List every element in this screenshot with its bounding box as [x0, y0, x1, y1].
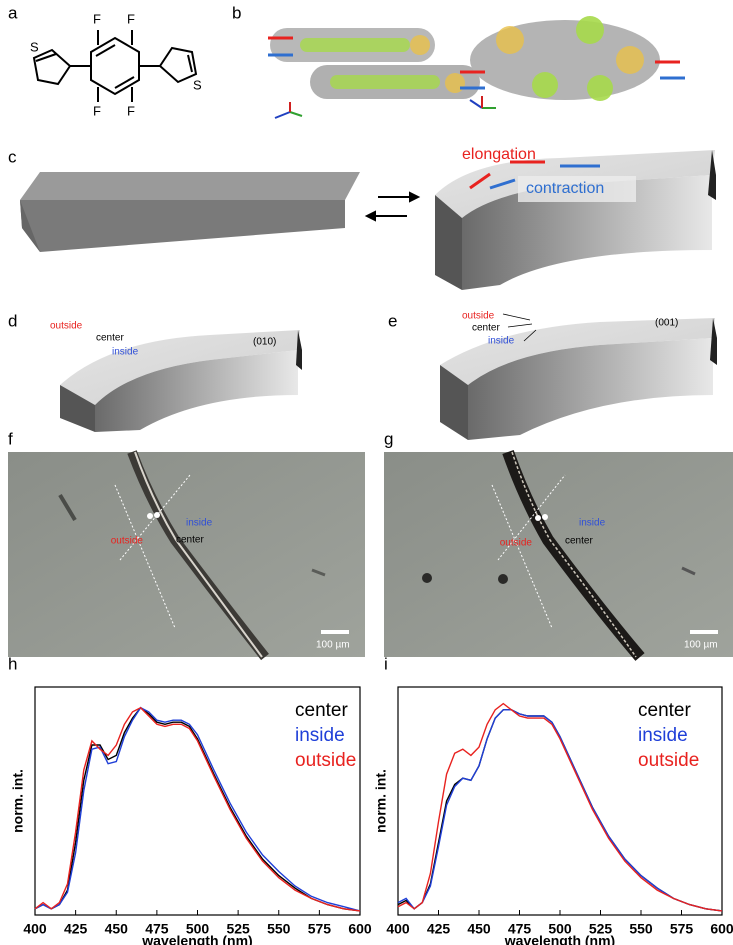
- atom-label: F: [93, 11, 101, 26]
- inside-label: inside: [488, 336, 515, 347]
- spectrum-line: [397, 702, 723, 912]
- micrograph: [384, 449, 733, 661]
- molecule: [32, 30, 198, 102]
- panel-label: e: [388, 311, 397, 330]
- outside-label: outside: [50, 321, 83, 332]
- outside-label: outside: [462, 311, 495, 322]
- atom-label: S: [193, 77, 202, 92]
- x-tick-label: 475: [145, 921, 169, 937]
- center-label: center: [565, 536, 593, 547]
- bent-crystal: [440, 313, 717, 440]
- center-label: center: [96, 333, 124, 344]
- contraction-label: contraction: [526, 180, 604, 197]
- center-label: center: [472, 323, 500, 334]
- crystal-packing: [268, 16, 685, 119]
- scale-bar-label: 100 µm: [684, 640, 718, 651]
- straight-crystal: [20, 172, 360, 252]
- panel-label: i: [384, 654, 388, 673]
- panel-label: f: [8, 429, 13, 448]
- panel-label: a: [8, 3, 18, 22]
- plane-label: (001): [655, 318, 678, 329]
- legend-label: outside: [295, 750, 356, 771]
- inside-label: inside: [186, 518, 213, 529]
- x-tick-label: 450: [467, 921, 491, 937]
- x-tick-label: 525: [589, 921, 613, 937]
- x-tick-label: 475: [508, 921, 532, 937]
- x-tick-label: 550: [267, 921, 291, 937]
- legend-label: inside: [638, 725, 688, 746]
- x-axis-label: wavelength (nm): [141, 933, 252, 945]
- y-axis-label: norm. int.: [10, 769, 26, 833]
- x-tick-label: 400: [23, 921, 47, 937]
- x-tick-label: 575: [308, 921, 332, 937]
- panel-label: b: [232, 3, 241, 22]
- x-tick-label: 425: [64, 921, 88, 937]
- spectrum-line: [34, 706, 361, 912]
- x-tick-label: 600: [348, 921, 372, 937]
- legend-label: inside: [295, 725, 345, 746]
- atom-label: F: [127, 103, 135, 118]
- inside-label: inside: [112, 347, 139, 358]
- x-axis-label: wavelength (nm): [504, 933, 615, 945]
- x-tick-label: 500: [548, 921, 572, 937]
- panel-label: c: [8, 147, 17, 166]
- bent-crystal: [435, 150, 716, 290]
- plot-frame: [34, 686, 361, 916]
- spectrum-line: [34, 706, 361, 912]
- exchange-arrows: [364, 191, 421, 222]
- scale-bar-label: 100 µm: [316, 640, 350, 651]
- panel-label: d: [8, 311, 17, 330]
- panel-label: g: [384, 429, 393, 448]
- panel-label: h: [8, 654, 17, 673]
- elongation-label: elongation: [462, 146, 536, 163]
- outside-label: outside: [111, 536, 144, 547]
- center-label: center: [176, 535, 204, 546]
- atom-label: S: [30, 39, 39, 54]
- x-tick-label: 400: [386, 921, 410, 937]
- x-tick-label: 425: [427, 921, 451, 937]
- atom-label: F: [127, 11, 135, 26]
- x-tick-label: 525: [226, 921, 250, 937]
- legend-label: outside: [638, 750, 699, 771]
- inside-label: inside: [579, 518, 606, 529]
- spectrum-line: [397, 709, 723, 912]
- y-axis-label: norm. int.: [373, 769, 389, 833]
- x-tick-label: 450: [105, 921, 129, 937]
- legend-label: center: [638, 700, 691, 721]
- bent-crystal: [60, 330, 302, 432]
- x-tick-label: 600: [710, 921, 733, 937]
- legend-label: center: [295, 700, 348, 721]
- outside-label: outside: [500, 538, 533, 549]
- micrograph: [8, 450, 365, 661]
- spectrum-line: [34, 706, 361, 912]
- x-tick-label: 550: [629, 921, 653, 937]
- plane-label: (010): [253, 337, 276, 348]
- atom-label: F: [93, 103, 101, 118]
- x-tick-label: 575: [670, 921, 694, 937]
- x-tick-label: 500: [186, 921, 210, 937]
